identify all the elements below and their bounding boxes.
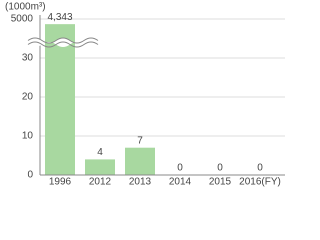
x-tick-label: 2013 xyxy=(129,177,152,188)
x-tick-label: 2016(FY) xyxy=(239,177,281,188)
value-label: 4,343 xyxy=(47,12,72,23)
x-tick-label: 2015 xyxy=(209,177,232,188)
bar xyxy=(125,147,155,175)
y-tick-label: 0 xyxy=(27,170,33,181)
x-tick-label: 2014 xyxy=(169,177,192,188)
value-label: 0 xyxy=(217,163,223,174)
y-tick-label: 10 xyxy=(22,131,34,142)
x-tick-label: 2012 xyxy=(89,177,112,188)
value-label: 7 xyxy=(137,135,143,146)
page: {"chart_data": {"type": "bar", "y_unit":… xyxy=(5,1,285,188)
value-label: 4 xyxy=(97,147,103,158)
y-tick-label: 20 xyxy=(22,92,34,103)
chart: (1000m³) 0 10 20 30 5000 1996 4,343 2012 4 2013 7 2… xyxy=(5,2,285,188)
axis-break-line xyxy=(27,37,99,44)
x-tick-label: 1996 xyxy=(49,177,72,188)
axis-break-line xyxy=(27,41,99,48)
value-label: 0 xyxy=(257,163,263,174)
value-label: 0 xyxy=(177,163,183,174)
y-tick-label: 30 xyxy=(22,53,34,64)
y-tick-label: 5000 xyxy=(11,14,34,25)
y-unit: (1000m³) xyxy=(5,2,46,13)
bar xyxy=(45,24,75,175)
bar xyxy=(85,159,115,175)
